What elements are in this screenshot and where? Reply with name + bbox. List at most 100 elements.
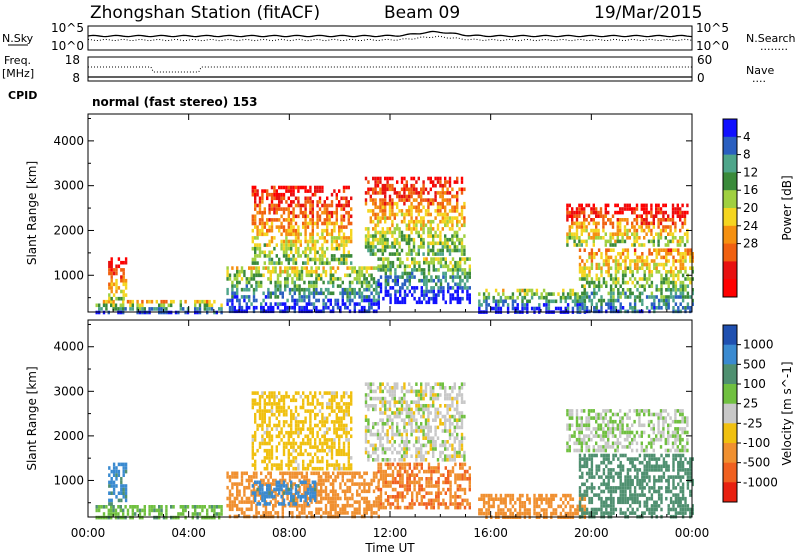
echo-cell [403,289,407,294]
echo-cell [372,443,375,448]
echo-cell [691,277,694,281]
echo-cell [233,277,236,281]
echo-cell [593,295,596,299]
echo-cell [396,223,399,228]
echo-cell [669,225,672,229]
echo-cell [334,489,337,494]
echo-cell [683,232,687,236]
echo-cell [643,259,646,263]
echo-cell [388,194,392,199]
echo-cell [367,407,370,412]
echo-cell [141,515,144,520]
echo-cell [333,423,336,428]
echo-cell [282,445,286,449]
echo-cell [329,266,332,270]
echo-cell [293,305,296,310]
echo-cell [449,469,452,474]
echo-cell [595,273,598,278]
echo-cell [609,295,613,299]
echo-cell [335,427,338,431]
y-tick-label: 3000 [53,179,84,193]
echo-cell [198,512,202,516]
echo-cell [578,298,582,303]
echo-cell [420,219,423,224]
echo-cell [318,246,322,251]
echo-cell [516,303,519,307]
echo-cell [344,302,347,306]
echo-cell [679,295,682,299]
echo-cell [275,394,278,399]
echo-cell [427,234,430,238]
echo-cell [342,463,346,467]
echo-cell [338,423,341,428]
echo-cell [684,255,687,260]
echo-cell [604,203,607,208]
echo-cell [463,257,467,261]
echo-cell [384,187,387,192]
echo-cell [117,462,121,467]
echo-cell [353,269,356,274]
echo-cell [115,296,118,301]
echo-cell [299,239,302,244]
echo-cell [585,239,588,244]
echo-cell [454,282,457,287]
echo-cell [305,475,308,479]
echo-cell [566,295,570,300]
echo-cell [345,225,348,229]
echo-cell [468,293,471,297]
echo-cell [317,266,320,270]
echo-cell [427,502,431,506]
echo-cell [270,239,274,244]
echo-cell [386,418,389,422]
echo-cell [425,260,428,265]
echo-cell [691,259,694,263]
echo-cell [636,262,639,267]
echo-cell [342,430,346,435]
echo-cell [417,176,420,181]
echo-cell [641,262,644,267]
echo-cell [576,303,579,307]
echo-cell [466,289,469,294]
echo-cell [442,473,445,477]
echo-cell [619,309,622,314]
echo-cell [607,259,610,263]
echo-cell [448,191,452,195]
echo-cell [269,295,272,299]
echo-cell [408,219,411,224]
echo-cell [420,477,423,481]
echo-cell [442,257,445,261]
echo-cell [158,303,161,308]
echo-cell [665,288,668,292]
echo-cell [238,507,241,512]
echo-cell [350,391,353,395]
echo-cell [332,280,335,285]
echo-cell [317,309,320,314]
echo-cell [297,246,300,251]
echo-cell [367,191,370,195]
colorbar-swatch [723,154,737,173]
echo-cell [636,255,639,260]
echo-cell [248,280,251,285]
echo-cell [282,225,286,229]
echo-cell [636,288,639,292]
echo-cell [434,176,437,181]
echo-cell [268,203,271,208]
echo-cell [213,512,216,516]
echo-cell [341,295,344,299]
echo-cell [583,221,586,226]
echo-cell [609,277,613,281]
echo-cell [604,239,607,244]
echo-cell [574,295,577,300]
echo-cell [300,287,304,292]
echo-cell [461,477,464,481]
echo-cell [375,284,378,288]
echo-cell [233,309,236,314]
echo-cell [350,236,353,240]
echo-cell [376,454,380,458]
echo-cell [345,412,348,417]
echo-cell [303,503,306,508]
echo-cell [502,288,505,293]
echo-cell [399,491,402,495]
echo-cell [657,243,660,247]
echo-cell [290,498,293,503]
